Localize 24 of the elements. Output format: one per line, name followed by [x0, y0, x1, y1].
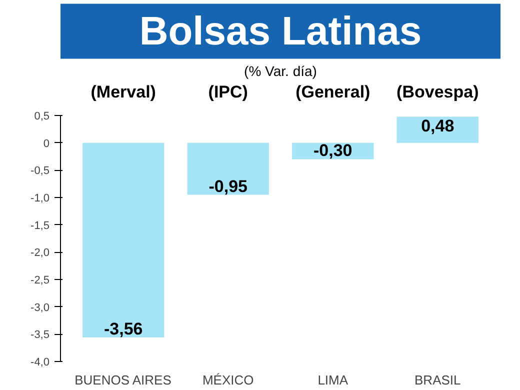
- y-tick-label: -1,0: [30, 192, 50, 204]
- data-label: 0,48: [421, 116, 454, 136]
- text: (Bovespa): [396, 82, 479, 102]
- y-tick-label: 0: [43, 138, 50, 150]
- x-tick-label: BRASIL: [414, 372, 461, 388]
- y-tick-label: -0,5: [30, 165, 50, 178]
- chart-subtitle: (% Var. día): [244, 62, 317, 79]
- y-tick-label: -3,0: [30, 302, 50, 314]
- data-label: -3,56: [104, 319, 143, 338]
- y-tick-label: 0,5: [34, 110, 50, 122]
- x-tick-label: MÉXICO: [202, 372, 254, 388]
- chart-title: Bolsas Latinas: [139, 9, 422, 54]
- y-tick-label: -2,5: [30, 274, 50, 286]
- text: (Merval): [90, 82, 156, 102]
- data-label: -0,30: [314, 141, 352, 160]
- y-tick-label: -3,5: [30, 329, 50, 342]
- data-label: -0,95: [208, 176, 248, 196]
- text: (IPC): [208, 82, 248, 102]
- x-tick-label: BUENOS AIRES: [74, 372, 172, 388]
- y-tick-label: -4,0: [30, 356, 50, 368]
- y-tick-label: -2,0: [30, 247, 50, 260]
- text: (General): [296, 82, 370, 102]
- y-tick-label: -1,5: [30, 220, 50, 232]
- x-tick-label: LIMA: [318, 372, 348, 388]
